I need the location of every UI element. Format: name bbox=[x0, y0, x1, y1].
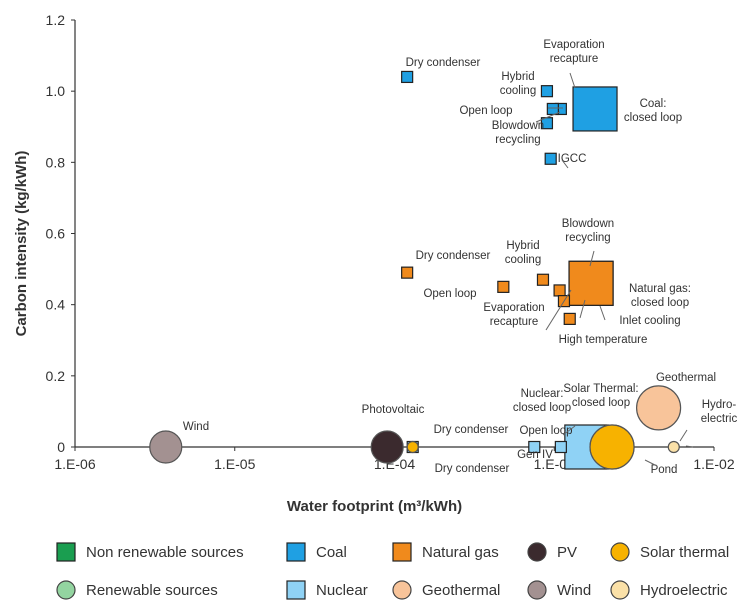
x-axis-title: Water footprint (m³/kWh) bbox=[287, 498, 462, 515]
annotation-leader bbox=[569, 72, 576, 89]
data-point-geothermal bbox=[636, 385, 682, 431]
data-point-coal bbox=[544, 152, 557, 165]
annotation-label: Dry condenser bbox=[416, 250, 491, 262]
x-tick-label: 1.E-05 bbox=[214, 456, 255, 472]
annotation-label: Evaporation recapture bbox=[483, 302, 544, 328]
x-tick-label: 1.E-02 bbox=[693, 456, 734, 472]
y-tick-label: 0.4 bbox=[46, 297, 66, 313]
data-point-solar-thermal bbox=[406, 440, 419, 454]
legend-marker-renewable-sources bbox=[56, 580, 76, 600]
legend-marker-non-renewable-sources bbox=[56, 542, 76, 562]
annotation-leader bbox=[562, 425, 576, 436]
legend-label: Natural gas bbox=[422, 544, 499, 561]
data-point-natural-gas bbox=[536, 273, 550, 286]
y-tick-label: 0 bbox=[57, 439, 65, 455]
annotation-label: Geothermal bbox=[656, 372, 716, 384]
data-point-wind bbox=[149, 430, 183, 464]
annotation-label: Dry condenser bbox=[434, 424, 509, 436]
annotation-label: Gen IV bbox=[517, 449, 553, 461]
annotation-label: High temperature bbox=[559, 334, 648, 346]
annotation-label: Solar Thermal: closed loop bbox=[563, 383, 638, 409]
annotation-label: Hybrid cooling bbox=[505, 240, 541, 266]
data-point-coal bbox=[401, 70, 414, 84]
annotation-leader bbox=[644, 459, 658, 467]
annotation-leader bbox=[589, 250, 595, 267]
y-tick-label: 0.6 bbox=[46, 226, 66, 242]
annotation-label: Photovoltaic bbox=[362, 404, 425, 416]
legend-label: Hydroelectric bbox=[640, 582, 728, 599]
y-tick-label: 0.2 bbox=[46, 368, 66, 384]
legend-label: Nuclear bbox=[316, 582, 368, 599]
legend-marker-geothermal bbox=[392, 580, 412, 600]
annotation-label: Dry condenser bbox=[435, 463, 510, 475]
data-point-natural-gas bbox=[401, 266, 414, 279]
y-tick-label: 0.8 bbox=[46, 154, 66, 170]
annotation-label: Coal: closed loop bbox=[624, 98, 682, 124]
annotation-leader bbox=[685, 445, 694, 448]
legend-label: Coal bbox=[316, 544, 347, 561]
legend-label: Non renewable sources bbox=[86, 544, 244, 561]
legend-label: Geothermal bbox=[422, 582, 500, 599]
annotation-label: Open loop bbox=[423, 288, 476, 300]
annotation-label: Nuclear: closed loop bbox=[513, 388, 571, 414]
legend-label: Solar thermal bbox=[640, 544, 729, 561]
annotation-label: Hydro-electric bbox=[701, 399, 738, 425]
annotation-leader bbox=[679, 429, 688, 442]
data-point-pv bbox=[370, 430, 404, 464]
annotation-leader bbox=[561, 159, 569, 169]
legend-marker-nuclear bbox=[286, 580, 306, 600]
annotation-label: Pond bbox=[651, 464, 678, 476]
annotation-leader bbox=[579, 299, 586, 319]
legend-marker-hydroelectric bbox=[610, 580, 630, 600]
data-point-hydroelectric bbox=[667, 440, 680, 454]
legend-marker-pv bbox=[527, 542, 547, 562]
data-point-natural-gas bbox=[553, 284, 566, 297]
legend-marker-wind bbox=[527, 580, 547, 600]
annotation-label: IGCC bbox=[558, 153, 587, 165]
annotation-leader bbox=[599, 305, 606, 321]
legend-marker-solar-thermal bbox=[610, 542, 630, 562]
data-point-coal bbox=[572, 86, 618, 132]
legend-label: Renewable sources bbox=[86, 582, 218, 599]
annotation-label: Blowdown recycling bbox=[562, 218, 614, 244]
legend-marker-coal bbox=[286, 542, 306, 562]
legend-marker-natural-gas bbox=[392, 542, 412, 562]
annotation-label: Open loop bbox=[519, 425, 572, 437]
annotation-label: Hybrid cooling bbox=[500, 71, 536, 97]
data-point-natural-gas bbox=[568, 260, 614, 306]
annotation-label: Evaporation recapture bbox=[543, 39, 604, 65]
x-tick-label: 1.E-06 bbox=[54, 456, 95, 472]
y-tick-label: 1.2 bbox=[46, 12, 66, 28]
y-axis-title: Carbon intensity (kg/kWh) bbox=[13, 151, 30, 337]
data-point-natural-gas bbox=[563, 312, 576, 325]
legend-label: PV bbox=[557, 544, 577, 561]
legend-label: Wind bbox=[557, 582, 591, 599]
data-point-nuclear bbox=[528, 440, 541, 454]
annotation-leader bbox=[535, 111, 561, 123]
annotation-label: Inlet cooling bbox=[619, 315, 680, 327]
annotation-label: Dry condenser bbox=[406, 57, 481, 69]
data-point-solar-thermal bbox=[589, 424, 635, 470]
annotation-leader bbox=[545, 289, 572, 331]
annotation-label: Natural gas: closed loop bbox=[629, 283, 691, 309]
annotation-label: Blowdown recycling bbox=[492, 120, 544, 146]
annotation-label: Wind bbox=[183, 421, 209, 433]
data-point-nuclear bbox=[554, 440, 567, 454]
data-point-natural-gas bbox=[497, 280, 510, 293]
y-tick-label: 1.0 bbox=[46, 83, 66, 99]
data-point-coal bbox=[546, 102, 559, 116]
data-point-coal bbox=[540, 85, 554, 98]
annotation-label: Open loop bbox=[459, 105, 512, 117]
